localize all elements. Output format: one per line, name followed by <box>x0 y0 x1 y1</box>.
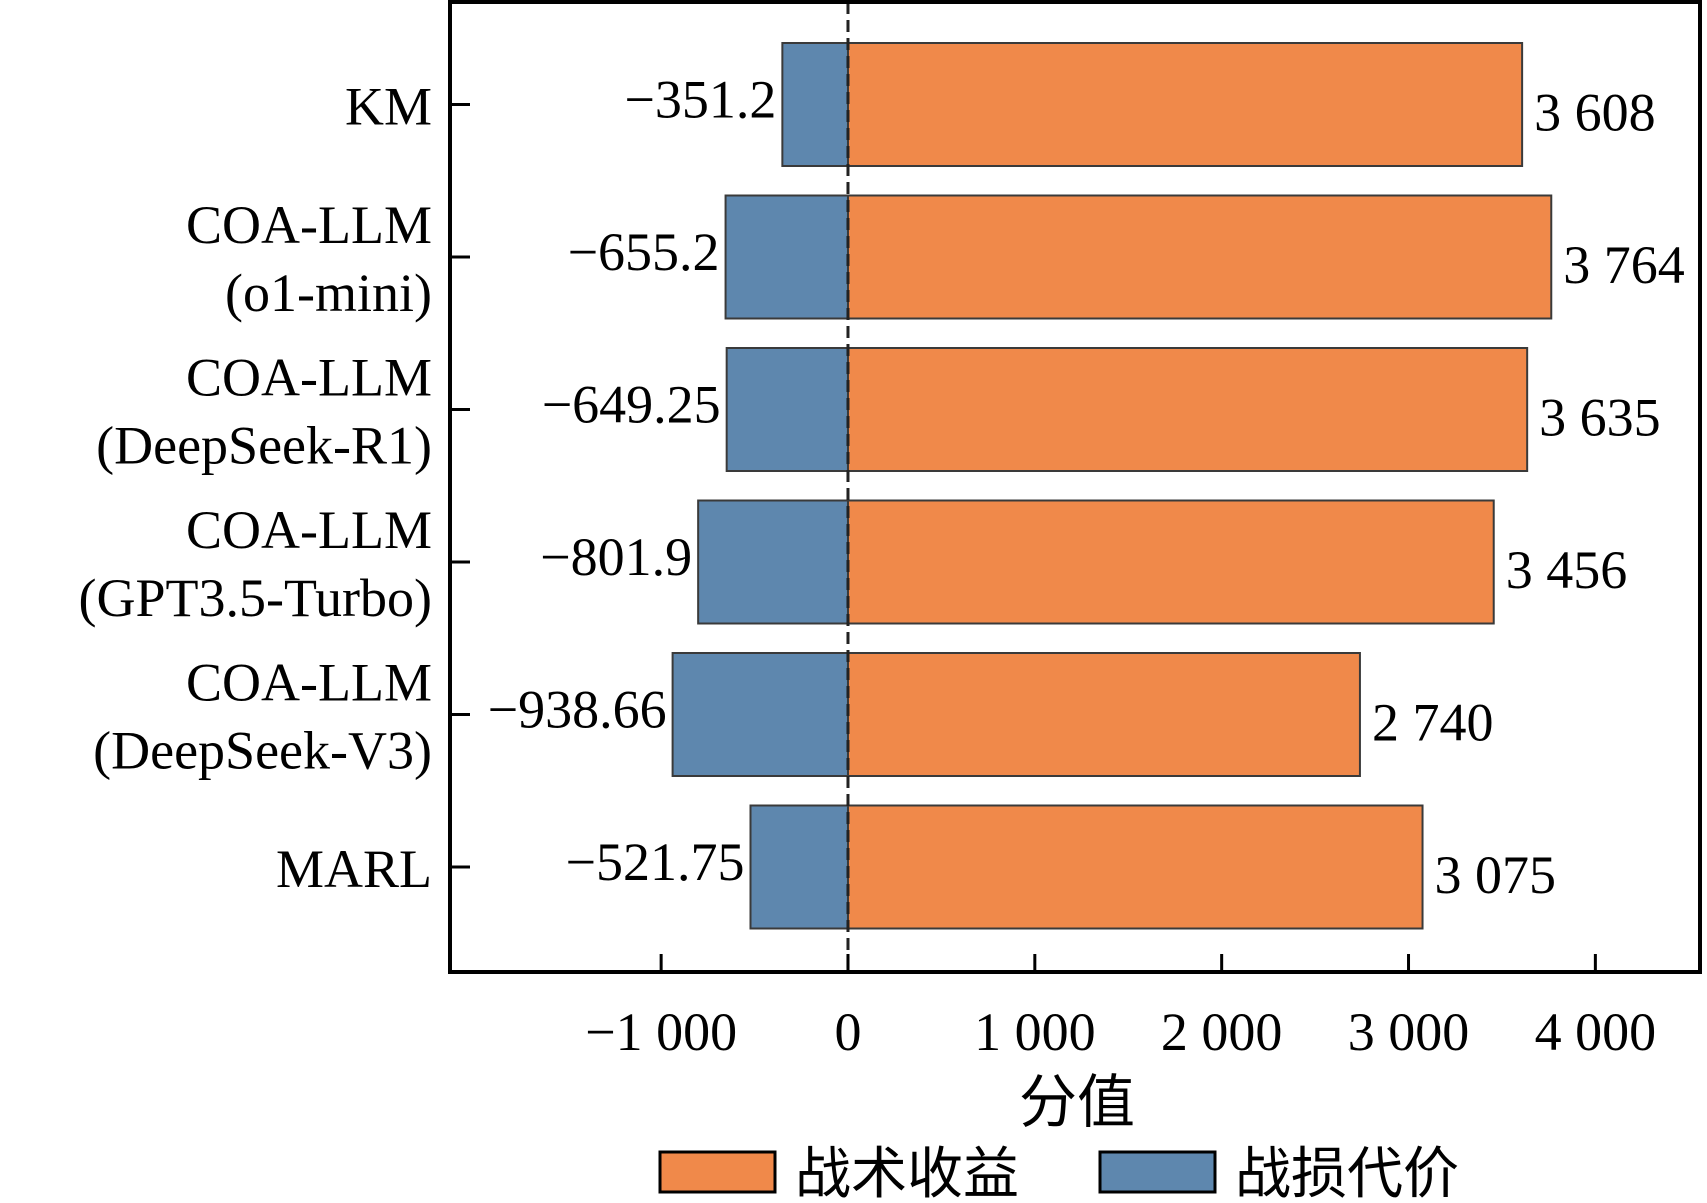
y-axis: KM COA-LLM (o1-mini) COA-LLM (DeepSeek-R1) CO… <box>78 77 470 899</box>
value-label-cost-coa-llm-gpt3-5-turbo: −801.9 <box>540 527 692 587</box>
y-tick-label-km: KM <box>345 77 432 137</box>
x-tick-label: 2 000 <box>1161 1002 1283 1062</box>
value-label-cost-coa-llm-deepseek-v3: −938.66 <box>488 680 667 740</box>
bar-cost-coa-llm-deepseek-r1 <box>725 347 849 472</box>
legend: 战术收益 战损代价 <box>658 1144 1459 1203</box>
bar-gain-marl <box>846 804 1424 930</box>
y-tick-label-coa-llm-deepseek-v3: COA-LLM (DeepSeek-V3) <box>93 653 432 781</box>
value-label-gain-km: 3 608 <box>1534 83 1656 143</box>
bar-cost-coa-llm-o1-mini <box>724 194 849 320</box>
legend-item-gain-label: 战术收益 <box>795 1144 1019 1203</box>
value-label-gain-coa-llm-gpt3-5-turbo: 3 456 <box>1506 540 1628 600</box>
y-tick-label-coa-llm-deepseek-r1: COA-LLM (DeepSeek-R1) <box>96 348 432 476</box>
bar-gain-coa-llm-deepseek-r1 <box>846 347 1529 472</box>
value-label-gain-coa-llm-o1-mini: 3 764 <box>1563 235 1685 295</box>
value-label-gain-coa-llm-deepseek-v3: 2 740 <box>1372 693 1494 753</box>
x-tick-label: −1 000 <box>585 1002 737 1062</box>
legend-item-cost-swatch <box>1098 1150 1217 1194</box>
value-label-cost-coa-llm-o1-mini: −655.2 <box>568 222 720 282</box>
bar-cost-km <box>781 42 849 167</box>
bar-gain-km <box>846 42 1524 167</box>
bars-layer <box>671 42 1553 930</box>
bar-gain-coa-llm-o1-mini <box>846 194 1553 320</box>
value-label-cost-coa-llm-deepseek-r1: −649.25 <box>542 375 721 435</box>
value-label-cost-km: −351.2 <box>624 70 776 130</box>
x-tick-label: 4 000 <box>1535 1002 1657 1062</box>
legend-item-gain-swatch <box>658 1150 777 1194</box>
legend-item-cost-label: 战损代价 <box>1235 1144 1459 1203</box>
y-tick-label-coa-llm-o1-mini: COA-LLM (o1-mini) <box>186 195 432 323</box>
x-tick-label: 1 000 <box>974 1002 1096 1062</box>
x-tick-label: 0 <box>834 1002 861 1062</box>
plot-frame <box>448 0 1702 974</box>
plot-border <box>448 0 1702 974</box>
value-label-gain-coa-llm-deepseek-r1: 3 635 <box>1539 388 1661 448</box>
value-label-gain-marl: 3 075 <box>1435 845 1557 905</box>
value-labels: 3 608 −351.2 3 764 −655.2 3 635 −649.25 3 456 −… <box>488 70 1685 906</box>
x-axis: −1 000 0 1 000 2 000 3 000 4 000 <box>585 954 1656 1062</box>
bar-cost-coa-llm-deepseek-v3 <box>671 652 849 777</box>
x-axis-title: 分值 <box>1019 1070 1135 1135</box>
y-tick-label-coa-llm-gpt3-5-turbo: COA-LLM (GPT3.5-Turbo) <box>78 500 432 628</box>
y-tick-label-marl: MARL <box>276 839 432 899</box>
value-label-cost-marl: −521.75 <box>566 832 745 892</box>
bar-gain-coa-llm-deepseek-v3 <box>846 652 1361 777</box>
x-tick-label: 3 000 <box>1348 1002 1470 1062</box>
bar-gain-coa-llm-gpt3-5-turbo <box>846 499 1495 625</box>
bar-cost-coa-llm-gpt3-5-turbo <box>697 499 849 625</box>
bar-cost-marl <box>749 804 849 930</box>
